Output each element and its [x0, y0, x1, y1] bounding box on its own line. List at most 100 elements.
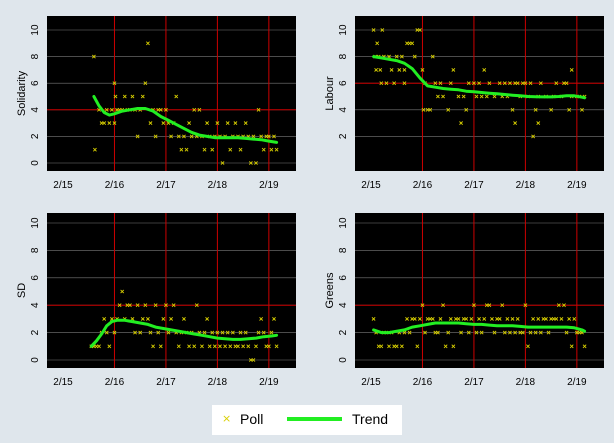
poll-point [407, 330, 412, 335]
poll-point [544, 316, 548, 321]
x-tick-label: 2/18 [516, 377, 536, 388]
poll-point [505, 316, 510, 321]
poll-point [135, 134, 140, 139]
poll-point [526, 344, 530, 349]
x-tick-label: 2/16 [105, 377, 125, 388]
poll-point [164, 303, 168, 308]
poll-point [225, 330, 230, 335]
poll-point [127, 303, 132, 308]
poll-point [148, 121, 153, 126]
poll-point [536, 316, 541, 321]
poll-point [389, 67, 394, 72]
poll-point [402, 67, 407, 72]
x-tick-label: 2/19 [567, 180, 587, 191]
poll-point [497, 316, 502, 321]
legend-trend-label: Trend [352, 411, 389, 427]
poll-point [472, 303, 476, 308]
poll-point [182, 134, 186, 139]
poll-point [420, 67, 425, 72]
poll-point [417, 28, 422, 32]
poll-point [546, 330, 551, 335]
poll-point [161, 121, 166, 126]
y-tick-label: 0 [338, 357, 349, 363]
poll-point [510, 316, 515, 321]
poll-point [251, 358, 256, 362]
poll-point [556, 303, 561, 308]
y-tick-label: 4 [338, 302, 349, 308]
poll-point [435, 94, 440, 99]
poll-point [269, 147, 274, 152]
poll-point [582, 344, 587, 349]
poll-point [246, 344, 251, 349]
y-axis-label: SD [16, 283, 28, 298]
poll-point [430, 54, 435, 59]
poll-point [251, 134, 256, 139]
y-tick-label: 2 [338, 133, 349, 139]
poll-point [412, 54, 417, 59]
poll-point [259, 316, 264, 321]
x-tick-label: 2/17 [464, 180, 484, 191]
y-tick-label: 6 [338, 80, 349, 86]
x-tick-label: 2/16 [105, 180, 125, 191]
poll-point [533, 107, 538, 112]
poll-point [153, 303, 158, 308]
poll-point [274, 344, 279, 349]
poll-point [238, 147, 243, 152]
poll-point [523, 303, 528, 308]
poll-point [166, 330, 171, 335]
poll-point [205, 121, 210, 126]
poll-point [482, 67, 487, 72]
poll-point [176, 344, 181, 349]
trend-line [92, 95, 279, 144]
poll-point [384, 81, 389, 86]
y-tick-label: 10 [338, 217, 349, 229]
poll-point [164, 107, 168, 112]
poll-point [153, 134, 158, 139]
poll-point [492, 94, 497, 99]
poll-point [515, 81, 520, 86]
poll-point [433, 81, 438, 86]
plot-area [47, 16, 296, 171]
poll-point [479, 94, 484, 99]
x-tick-label: 2/19 [567, 377, 587, 388]
y-tick-label: 8 [30, 53, 41, 59]
poll-point [148, 330, 153, 335]
poll-point [466, 81, 471, 86]
poll-point [215, 330, 220, 335]
poll-point [102, 316, 107, 321]
poll-point [107, 121, 112, 126]
poll-point [207, 344, 212, 349]
x-tick-label: 2/17 [156, 377, 176, 388]
poll-point [538, 330, 543, 335]
poll-point [256, 107, 261, 112]
poll-point [502, 81, 507, 86]
poll-point [248, 161, 253, 165]
y-tick-label: 8 [338, 53, 349, 59]
poll-point [497, 81, 502, 86]
x-tick-label: 2/15 [361, 180, 381, 191]
poll-point [371, 316, 376, 321]
poll-point [241, 344, 246, 349]
poll-point [477, 81, 481, 86]
poll-point [215, 121, 220, 126]
poll-point [562, 303, 566, 308]
poll-point [446, 107, 451, 112]
poll-point [259, 134, 264, 139]
poll-point [112, 330, 117, 335]
poll-point [202, 147, 207, 152]
poll-point [256, 330, 261, 335]
x-tick-label: 2/19 [259, 377, 279, 388]
poll-point [464, 107, 469, 112]
poll-point [133, 330, 137, 335]
poll-point [567, 107, 572, 112]
poll-point [274, 147, 279, 152]
poll-point [266, 344, 271, 349]
poll-point [564, 81, 569, 86]
poll-point [220, 330, 225, 335]
poll-point [104, 107, 109, 112]
poll-series [371, 303, 587, 349]
poll-point [102, 121, 107, 126]
poll-point [423, 330, 427, 335]
poll-point [569, 344, 574, 349]
